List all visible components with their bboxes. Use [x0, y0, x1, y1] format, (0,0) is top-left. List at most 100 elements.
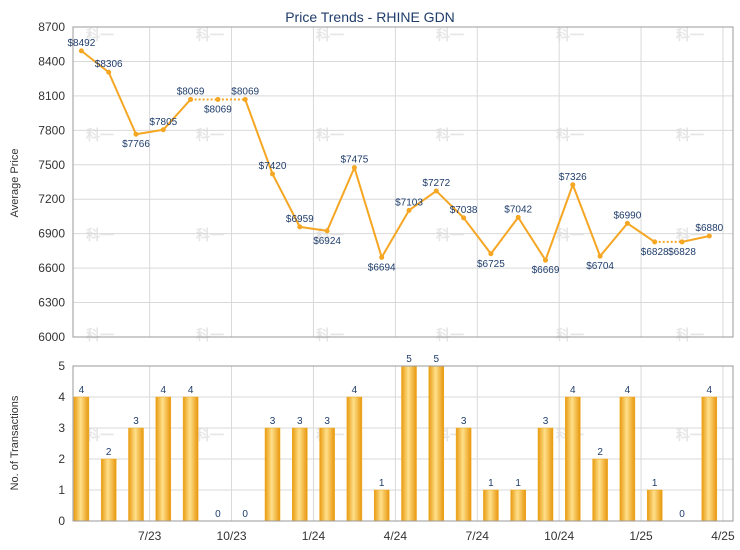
price-label-3: $7805 — [149, 117, 177, 128]
watermark-text-25: 科一 — [196, 427, 224, 443]
price-label-21: $6828 — [641, 247, 669, 258]
transaction-bar-label-2: 3 — [133, 416, 139, 427]
transaction-bar-20 — [619, 396, 636, 522]
x-tick-2: 1/24 — [302, 529, 326, 543]
transaction-bar-18 — [565, 396, 581, 522]
price-label-16: $7042 — [504, 204, 532, 215]
transaction-bar-label-20: 4 — [625, 385, 631, 396]
watermark-text-2: 科一 — [316, 27, 344, 43]
price-point-5 — [215, 96, 221, 102]
price-label-8: $6959 — [286, 214, 314, 225]
price-point-13 — [433, 188, 439, 194]
price-y-tick-0: 6000 — [38, 330, 65, 344]
x-tick-7: 4/25 — [711, 529, 735, 543]
watermark-text-9: 科一 — [436, 127, 464, 143]
transaction-bar-label-19: 2 — [597, 447, 603, 458]
watermark-text-0: 科一 — [86, 27, 114, 43]
price-line-segment-16 — [517, 216, 547, 261]
transaction-bar-23 — [701, 396, 718, 522]
price-y-tick-7: 8100 — [38, 89, 65, 103]
transaction-bar-label-15: 1 — [488, 478, 494, 489]
price-label-19: $6704 — [586, 261, 614, 272]
transaction-bar-11 — [373, 489, 390, 522]
price-point-8 — [297, 224, 303, 230]
transaction-bar-label-6: 0 — [242, 509, 248, 520]
price-line-segment-14 — [462, 217, 492, 255]
transaction-bar-16 — [510, 489, 526, 522]
price-point-19 — [597, 253, 603, 259]
price-line-segment-15 — [490, 216, 519, 255]
transaction-bar-label-23: 4 — [707, 385, 713, 396]
transaction-bar-14 — [455, 427, 472, 522]
price-line-segment-18 — [571, 184, 602, 257]
transaction-bar-label-17: 3 — [543, 416, 549, 427]
watermark-text-13: 科一 — [196, 227, 224, 243]
transaction-bar-label-10: 4 — [352, 385, 358, 396]
transactions-y-tick-3: 3 — [58, 421, 65, 435]
watermark-text-23: 科一 — [676, 327, 704, 343]
price-point-16 — [515, 214, 521, 220]
date-x-ticks: 7/23 10/23 1/24 4/24 7/24 10/24 1/25 4/25 — [138, 529, 735, 543]
x-tick-4: 7/24 — [466, 529, 490, 543]
price-y-tick-8: 8400 — [38, 54, 65, 68]
price-point-7 — [270, 171, 275, 177]
price-point-2 — [133, 131, 139, 137]
watermark-text-21: 科一 — [436, 327, 464, 343]
price-label-6: $8069 — [231, 86, 259, 97]
transaction-bar-15 — [483, 489, 499, 522]
price-point-12 — [406, 207, 412, 213]
transactions-axis-label: No. of Transactions — [9, 395, 21, 490]
watermark-text-12: 科一 — [86, 227, 114, 243]
price-line-segment-11 — [380, 209, 410, 258]
price-point-23 — [706, 233, 712, 239]
price-line-segment-2 — [135, 128, 164, 136]
price-line-segment-12 — [408, 190, 437, 212]
price-label-0: $8492 — [67, 38, 95, 49]
watermark-text-6: 科一 — [86, 127, 114, 143]
price-y-ticks: 6000 6300 6600 6900 7200 7500 7800 8100 8400 8700 — [38, 20, 65, 344]
price-line-segment-6 — [244, 99, 274, 175]
price-point-22 — [679, 239, 685, 245]
transaction-bar-label-22: 0 — [679, 509, 685, 520]
transaction-bar-label-5: 0 — [215, 509, 221, 520]
transaction-bar-label-4: 4 — [188, 385, 194, 396]
transaction-bar-10 — [346, 396, 363, 522]
transaction-bar-0 — [73, 396, 90, 522]
price-point-14 — [461, 215, 467, 221]
price-label-9: $6924 — [313, 236, 341, 247]
transaction-bar-9 — [319, 427, 335, 522]
x-tick-0: 7/23 — [138, 529, 162, 543]
transaction-bar-label-9: 3 — [324, 416, 330, 427]
watermark-text-29: 科一 — [676, 427, 704, 443]
watermark-text-18: 科一 — [86, 327, 114, 343]
price-point-20 — [624, 220, 630, 226]
transactions-y-tick-5: 5 — [58, 359, 65, 373]
price-label-5: $8069 — [204, 104, 232, 115]
transaction-bar-label-8: 3 — [297, 416, 303, 427]
transactions-y-tick-4: 4 — [58, 390, 65, 404]
transaction-bar-label-0: 4 — [79, 385, 85, 396]
watermark-text-11: 科一 — [676, 127, 704, 143]
x-tick-5: 10/24 — [544, 529, 574, 543]
price-label-7: $7420 — [259, 161, 287, 172]
transactions-y-tick-0: 0 — [58, 514, 65, 528]
price-line-segment-0 — [80, 50, 110, 74]
transaction-bar-21 — [646, 489, 663, 522]
price-plot-frame — [72, 26, 734, 338]
transaction-bar-2 — [128, 427, 144, 522]
price-line-segment-1 — [107, 71, 137, 135]
watermark-text-3: 科一 — [436, 27, 464, 43]
transactions-y-tick-1: 1 — [58, 483, 65, 497]
price-line-segment-3 — [162, 98, 192, 131]
watermark-text-10: 科一 — [556, 127, 584, 143]
transaction-bar-4 — [182, 396, 199, 522]
transactions-plot-frame — [72, 365, 734, 522]
price-point-6 — [242, 96, 248, 102]
price-y-tick-4: 7200 — [38, 192, 65, 206]
price-line-segment-8 — [299, 225, 328, 232]
price-y-tick-5: 7500 — [38, 158, 65, 172]
watermark-text-1: 科一 — [196, 27, 224, 43]
watermark-text-24: 科一 — [86, 427, 114, 443]
price-label-10: $7475 — [340, 155, 368, 166]
price-line-segment-7 — [271, 173, 301, 228]
